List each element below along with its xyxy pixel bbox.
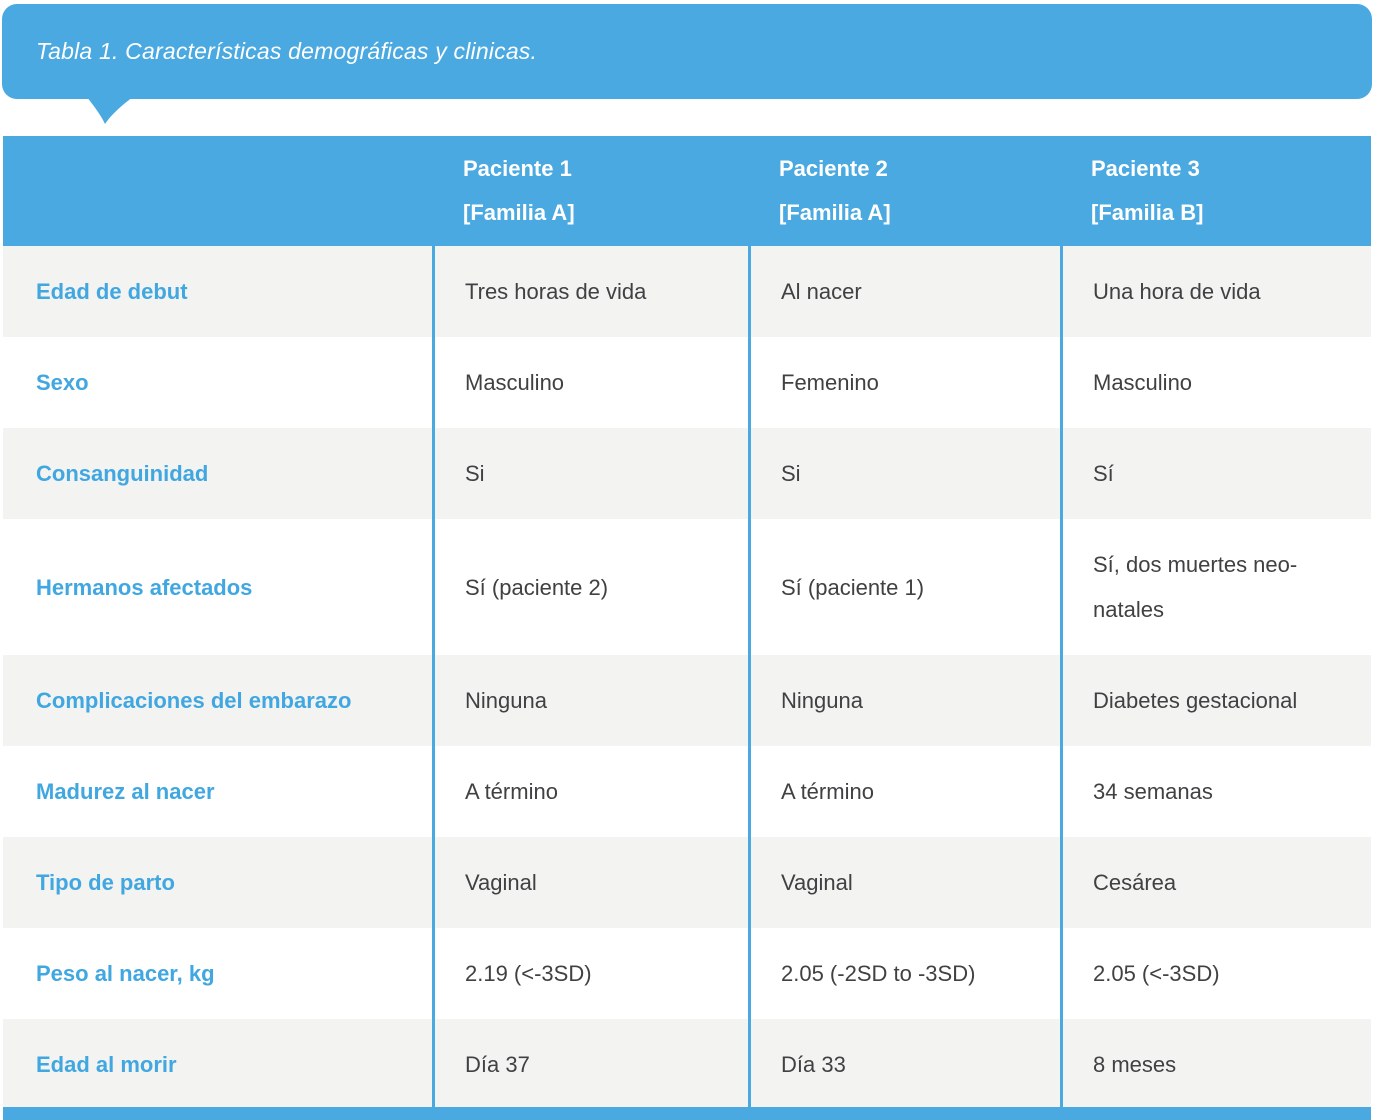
table-cell: Vaginal xyxy=(748,837,1060,928)
cell-text: Diabetes gestacional xyxy=(1093,688,1298,713)
demographics-table: Paciente 1 [Familia A] Paciente 2 [Famil… xyxy=(3,136,1371,1110)
row-label: Sexo xyxy=(3,337,432,428)
table-cell: Día 37 xyxy=(432,1019,748,1110)
row-label: Madurez al nacer xyxy=(3,746,432,837)
cell-text: Al nacer xyxy=(781,279,862,304)
cell-text: 2.05 (<-3SD) xyxy=(1093,961,1220,986)
column-header-paciente-3: Paciente 3 [Familia B] xyxy=(1060,136,1371,246)
table-cell: Masculino xyxy=(1060,337,1371,428)
row-label: Peso al nacer, kg xyxy=(3,928,432,1019)
table-cell: Sí (paciente 2) xyxy=(432,519,748,655)
table-cell: Una hora de vida xyxy=(1060,246,1371,337)
table-row-edad-al-morir: Edad al morir Día 37 Día 33 8 meses xyxy=(3,1019,1371,1110)
table-cell: 2.05 (<-3SD) xyxy=(1060,928,1371,1019)
title-bubble: Tabla 1. Características demográficas y … xyxy=(2,4,1372,99)
table-row-complicaciones-del-embarazo: Complicaciones del embarazo Ninguna Ning… xyxy=(3,655,1371,746)
row-label-text: Consanguinidad xyxy=(36,461,209,486)
table-cell: Sí xyxy=(1060,428,1371,519)
table-cell: Tres horas de vida xyxy=(432,246,748,337)
cell-text: 34 semanas xyxy=(1093,779,1213,804)
row-label: Tipo de parto xyxy=(3,837,432,928)
cell-text: Tres horas de vida xyxy=(465,279,647,304)
cell-text: Femenino xyxy=(781,370,879,395)
table-cell: Sí, dos muertes neo-natales xyxy=(1060,519,1371,655)
table-cell: A término xyxy=(432,746,748,837)
cell-text: A término xyxy=(465,779,558,804)
cell-text: Vaginal xyxy=(781,870,853,895)
cell-text: Sí xyxy=(1093,461,1114,486)
title-bubble-tail-icon xyxy=(86,97,136,125)
table-cell: Femenino xyxy=(748,337,1060,428)
row-label-text: Edad al morir xyxy=(36,1052,177,1077)
cell-text: Si xyxy=(781,461,801,486)
row-label: Consanguinidad xyxy=(3,428,432,519)
table-title: Tabla 1. Características demográficas y … xyxy=(36,38,538,64)
cell-text: 2.05 (-2SD to -3SD) xyxy=(781,961,976,986)
table-cell: Día 33 xyxy=(748,1019,1060,1110)
cell-text: A término xyxy=(781,779,874,804)
table-row-sexo: Sexo Masculino Femenino Masculino xyxy=(3,337,1371,428)
row-label-text: Edad de debut xyxy=(36,279,188,304)
table-row-edad-de-debut: Edad de debut Tres horas de vida Al nace… xyxy=(3,246,1371,337)
cell-text: Sí (paciente 1) xyxy=(781,574,925,600)
table-header-row: Paciente 1 [Familia A] Paciente 2 [Famil… xyxy=(3,136,1371,246)
cell-text: 2.19 (<-3SD) xyxy=(465,961,592,986)
cell-text: Una hora de vida xyxy=(1093,279,1261,304)
row-label-text: Tipo de parto xyxy=(36,870,175,895)
row-label: Hermanos afectados xyxy=(3,519,432,655)
cell-text: Sí, dos muertes neo-natales xyxy=(1093,552,1298,622)
cell-text: Masculino xyxy=(465,370,565,395)
table-cell: Diabetes gestacional xyxy=(1060,655,1371,746)
table-cell: 8 meses xyxy=(1060,1019,1371,1110)
column-header-line1: Paciente 1 xyxy=(463,156,572,181)
column-header-line1: Paciente 3 xyxy=(1091,156,1200,181)
table-row-tipo-de-parto: Tipo de parto Vaginal Vaginal Cesárea xyxy=(3,837,1371,928)
column-header-line2: [Familia A] xyxy=(779,200,891,225)
row-label: Edad de debut xyxy=(3,246,432,337)
table-cell: Ninguna xyxy=(432,655,748,746)
table-row-hermanos-afectados: Hermanos afectados Sí (paciente 2) Sí (p… xyxy=(3,519,1371,655)
row-label-text: Complicaciones del embarazo xyxy=(36,688,352,713)
cell-text: Si xyxy=(465,461,485,486)
row-label-text: Hermanos afectados xyxy=(36,574,253,600)
cell-text: Cesárea xyxy=(1093,870,1177,895)
row-label-text: Sexo xyxy=(36,370,89,395)
row-label-text: Madurez al nacer xyxy=(36,779,215,804)
table-cell: Si xyxy=(432,428,748,519)
cell-text: 8 meses xyxy=(1093,1052,1177,1077)
cell-text: Ninguna xyxy=(465,688,547,713)
cell-text: Masculino xyxy=(1093,370,1193,395)
table-cell: A término xyxy=(748,746,1060,837)
column-header-paciente-1: Paciente 1 [Familia A] xyxy=(432,136,748,246)
table-cell: Al nacer xyxy=(748,246,1060,337)
table-cell: Sí (paciente 1) xyxy=(748,519,1060,655)
row-label: Edad al morir xyxy=(3,1019,432,1110)
column-header-empty xyxy=(3,136,432,246)
table-cell: 2.19 (<-3SD) xyxy=(432,928,748,1019)
table-cell: Cesárea xyxy=(1060,837,1371,928)
cell-text: Ninguna xyxy=(781,688,863,713)
table-cell: 34 semanas xyxy=(1060,746,1371,837)
table-cell: Si xyxy=(748,428,1060,519)
column-header-paciente-2: Paciente 2 [Familia A] xyxy=(748,136,1060,246)
row-label-text: Peso al nacer, kg xyxy=(36,961,215,986)
column-header-line2: [Familia B] xyxy=(1091,200,1204,225)
cell-text: Vaginal xyxy=(465,870,537,895)
table-cell: Ninguna xyxy=(748,655,1060,746)
row-label: Complicaciones del embarazo xyxy=(3,655,432,746)
table-row-consanguinidad: Consanguinidad Si Si Sí xyxy=(3,428,1371,519)
table-row-peso-al-nacer: Peso al nacer, kg 2.19 (<-3SD) 2.05 (-2S… xyxy=(3,928,1371,1019)
column-header-line2: [Familia A] xyxy=(463,200,575,225)
table-cell: 2.05 (-2SD to -3SD) xyxy=(748,928,1060,1019)
table-row-madurez-al-nacer: Madurez al nacer A término A término 34 … xyxy=(3,746,1371,837)
column-header-line1: Paciente 2 xyxy=(779,156,888,181)
table-cell: Vaginal xyxy=(432,837,748,928)
bottom-accent-bar xyxy=(3,1107,1371,1120)
cell-text: Sí (paciente 2) xyxy=(465,574,609,600)
table-cell: Masculino xyxy=(432,337,748,428)
cell-text: Día 33 xyxy=(781,1052,846,1077)
cell-text: Día 37 xyxy=(465,1052,530,1077)
